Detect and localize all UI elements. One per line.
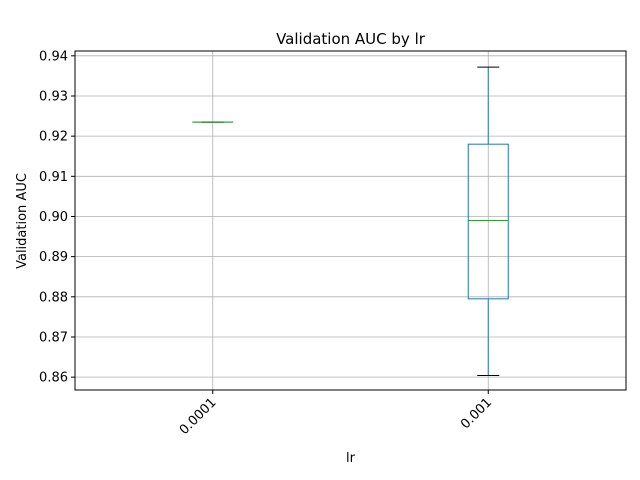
y-tick-label: 0.94: [39, 49, 68, 64]
grid-lines: [75, 51, 626, 390]
plot-frame: [74, 50, 627, 391]
y-tick-label: 0.92: [39, 130, 68, 145]
y-tick-label: 0.86: [39, 371, 68, 386]
y-tick-label: 0.87: [39, 330, 68, 345]
y-tick-label: 0.91: [39, 170, 68, 185]
x-axis: 0.0001 0.001: [177, 390, 495, 438]
y-tick-label: 0.88: [39, 290, 68, 305]
y-axis-label: Validation AUC: [15, 173, 30, 269]
box-iqr: [467, 143, 509, 300]
x-tick-label: 0.0001: [177, 395, 220, 438]
chart-title: Validation AUC by lr: [276, 30, 426, 48]
x-tick-label: 0.001: [458, 395, 495, 432]
box-group: [467, 66, 509, 377]
y-axis: 0.86 0.87 0.88 0.89 0.90 0.91 0.92 0.93 0.94: [39, 49, 75, 386]
y-tick-label: 0.93: [39, 89, 68, 104]
boxes-group: [192, 66, 509, 377]
y-tick-label: 0.90: [39, 210, 68, 225]
x-axis-label: lr: [346, 451, 356, 466]
y-tick-label: 0.89: [39, 250, 68, 265]
